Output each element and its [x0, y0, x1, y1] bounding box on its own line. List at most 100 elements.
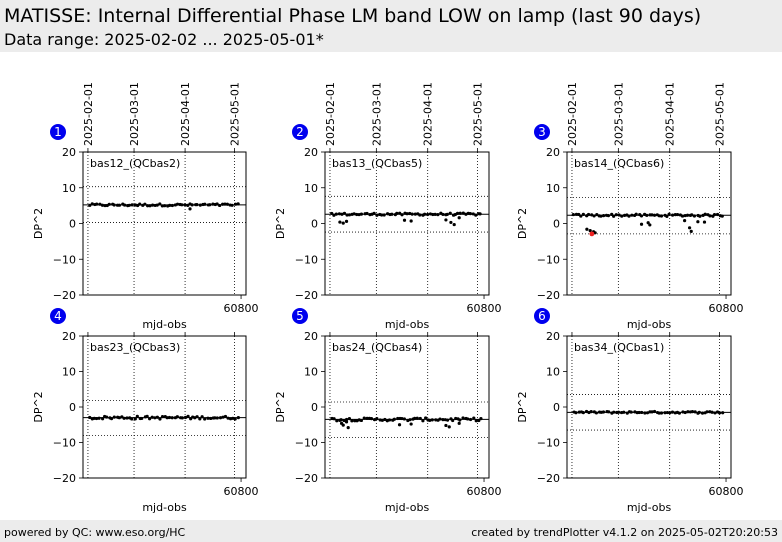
- data-point: [408, 211, 412, 216]
- data-point: [449, 220, 453, 225]
- parameter-label: bas12_(QCbas2): [90, 157, 180, 170]
- data-point: [353, 419, 357, 423]
- data-point: [703, 212, 707, 216]
- data-point: [183, 203, 187, 207]
- data-point: [620, 214, 624, 218]
- y-tick-label: −10: [537, 437, 560, 450]
- data-point: [585, 227, 589, 231]
- data-point: [445, 418, 450, 422]
- panel-number-badge: [50, 308, 66, 324]
- x-tick-label: 60800: [709, 302, 744, 315]
- data-point: [344, 420, 349, 424]
- footer-created-by: created by trendPlotter v4.1.2 on 2025-0…: [471, 526, 778, 539]
- data-point: [198, 417, 202, 421]
- data-point: [452, 222, 456, 227]
- data-point: [683, 213, 687, 218]
- data-point: [441, 212, 445, 217]
- data-point: [117, 203, 122, 207]
- data-point: [584, 409, 589, 414]
- y-axis-label: DP^2: [516, 208, 529, 239]
- data-point: [213, 416, 217, 420]
- plot-frame: [82, 335, 247, 479]
- data-point: [233, 417, 237, 421]
- data-point: [380, 213, 384, 217]
- data-point: [387, 418, 392, 422]
- parameter-label: bas13_(QCbas5): [332, 157, 422, 170]
- y-tick-label: 10: [546, 182, 560, 195]
- y-tick-label: 20: [546, 330, 560, 343]
- x-tick-label: 60800: [224, 485, 259, 498]
- chart-panel-6: −20 −10 0 10 20 60800 mjd-obs DP^2 bas34_(QCbas1…: [516, 308, 744, 514]
- data-point: [375, 416, 379, 421]
- data-point: [413, 212, 417, 216]
- data-point: [612, 410, 616, 414]
- panel-number-badge: [534, 124, 550, 140]
- y-axis-label: DP^2: [516, 391, 529, 422]
- data-point: [423, 212, 427, 216]
- data-point: [112, 415, 116, 419]
- y-tick-label: 10: [62, 366, 76, 379]
- data-point: [710, 410, 714, 414]
- data-point: [100, 417, 105, 421]
- data-point: [612, 214, 616, 218]
- data-point: [652, 409, 657, 414]
- y-tick-label: 0: [69, 401, 76, 414]
- y-axis-label: DP^2: [32, 208, 45, 239]
- data-point: [663, 411, 667, 415]
- data-point: [461, 211, 465, 215]
- data-point: [458, 418, 462, 422]
- y-tick-label: −20: [537, 289, 560, 302]
- data-point: [705, 410, 709, 414]
- data-point: [153, 416, 157, 420]
- data-point: [330, 211, 334, 216]
- data-point: [665, 410, 670, 415]
- y-tick-label: −20: [295, 289, 318, 302]
- data-point: [415, 416, 419, 420]
- y-tick-label: 20: [62, 330, 76, 343]
- data-point: [107, 202, 111, 206]
- data-point: [100, 203, 105, 207]
- data-point: [447, 425, 451, 429]
- data-point: [211, 202, 215, 206]
- report-footer: powered by QC: www.eso.org/HC created by…: [0, 520, 782, 542]
- data-point: [466, 417, 470, 421]
- data-point: [424, 416, 428, 420]
- data-point: [337, 212, 342, 216]
- x-axis-label: mjd-obs: [627, 318, 672, 331]
- data-point: [595, 212, 599, 217]
- data-point: [382, 213, 386, 217]
- data-point: [659, 411, 664, 415]
- data-point: [390, 212, 394, 216]
- data-point: [471, 212, 475, 216]
- data-point: [396, 416, 400, 421]
- report-header: MATISSE: Internal Differential Phase LM …: [0, 0, 782, 52]
- data-point: [645, 411, 650, 415]
- data-point: [588, 229, 592, 233]
- data-point: [342, 211, 347, 215]
- x-tick-label: 60800: [467, 485, 502, 498]
- data-point: [402, 218, 407, 222]
- data-point: [708, 214, 712, 218]
- data-point: [395, 211, 399, 215]
- data-point: [451, 418, 455, 423]
- data-point: [607, 410, 611, 414]
- data-point: [418, 213, 422, 217]
- data-point: [458, 211, 462, 215]
- data-point: [352, 212, 356, 216]
- data-point: [148, 417, 152, 421]
- data-point: [170, 416, 174, 420]
- panel-number: 5: [296, 309, 304, 323]
- data-point: [332, 213, 336, 217]
- data-point: [599, 214, 603, 218]
- y-tick-label: 10: [304, 182, 318, 195]
- data-point: [335, 419, 339, 423]
- data-point: [150, 415, 154, 419]
- x-tick-label: 60800: [467, 302, 502, 315]
- panel-number-badge: [50, 124, 66, 140]
- data-point: [648, 223, 652, 227]
- data-point: [579, 214, 583, 218]
- data-point: [721, 411, 725, 415]
- data-point: [342, 418, 346, 423]
- data-point: [347, 417, 352, 421]
- data-point: [712, 212, 717, 217]
